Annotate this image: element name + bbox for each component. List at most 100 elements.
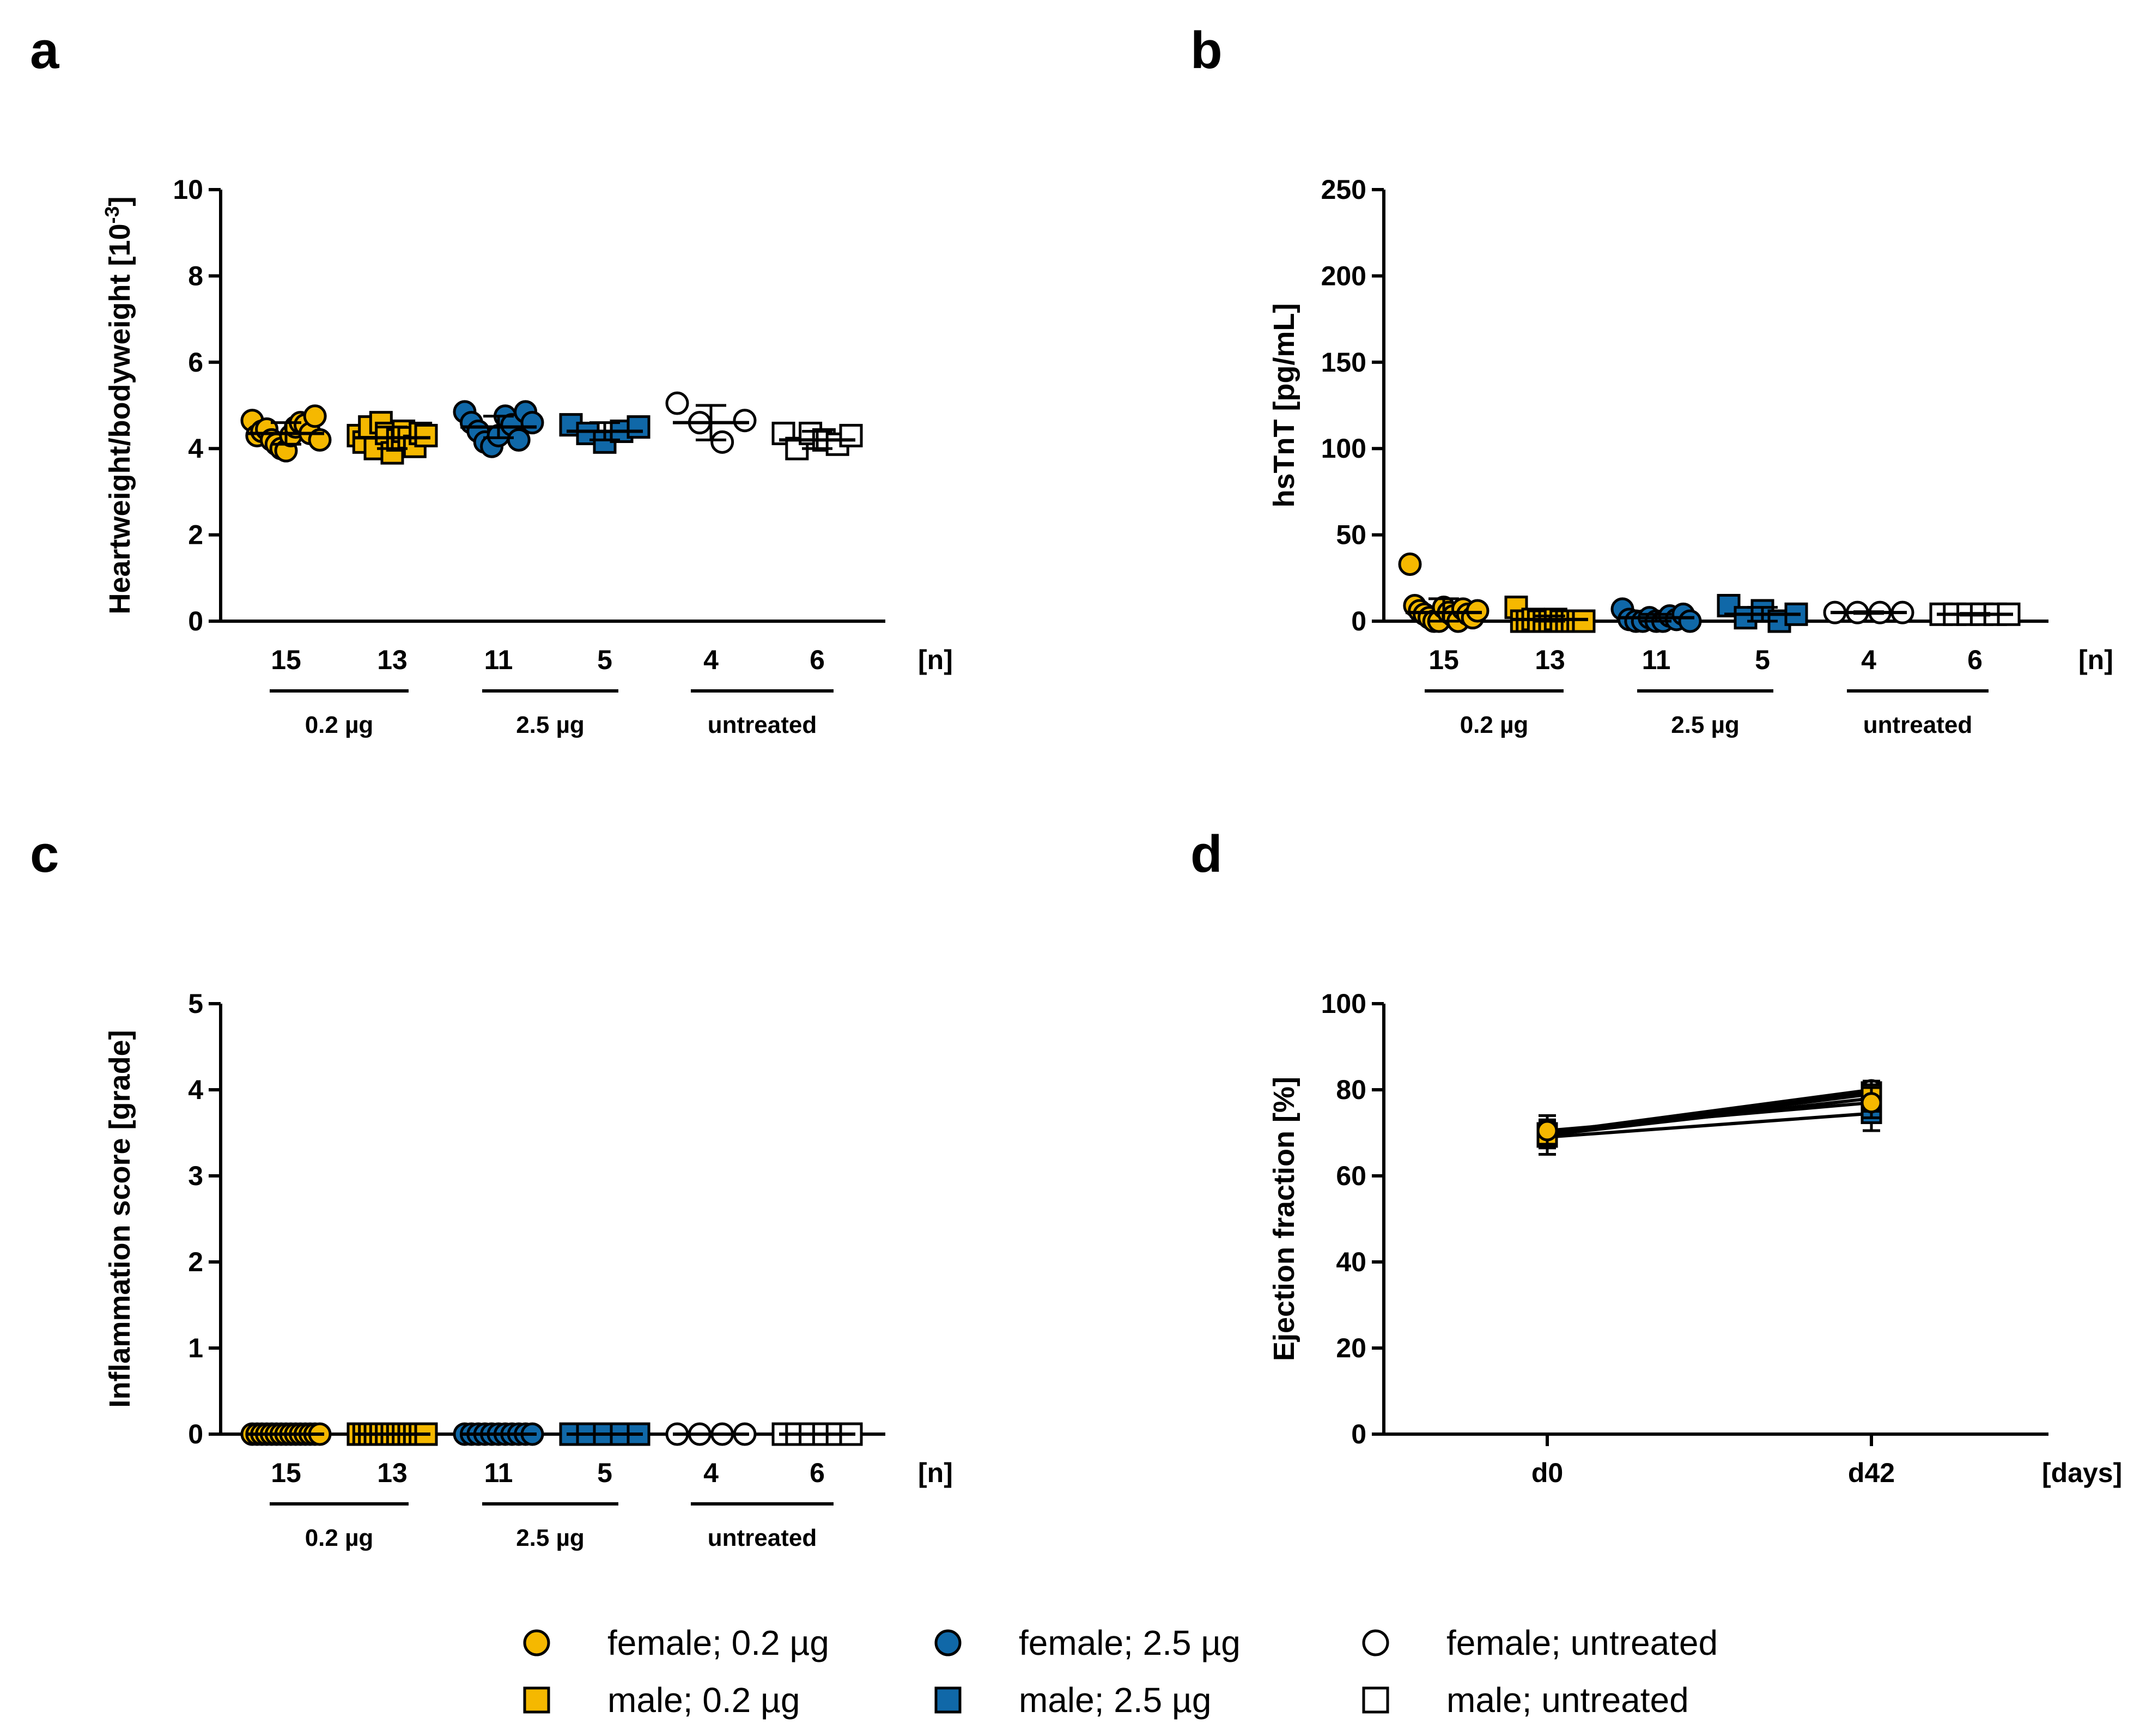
group-label-c: 2.5 µg	[516, 1525, 585, 1551]
y-tick-label-a: 8	[188, 260, 203, 291]
x-tick-label-c: 6	[810, 1458, 825, 1488]
x-tick-label-d: d42	[1848, 1458, 1895, 1488]
y-tick-label-b: 200	[1321, 260, 1366, 291]
series-d-0	[1536, 1086, 1882, 1148]
series-c-2	[453, 1422, 544, 1446]
group-label-c: untreated	[708, 1525, 817, 1551]
x-tick-label-c: 15	[271, 1458, 301, 1488]
y-tick-label-a: 6	[188, 347, 203, 378]
group-label-a: untreated	[708, 712, 817, 738]
legend-item-4: female; untreated	[1362, 1623, 1718, 1662]
x-tick-label-a: 5	[597, 645, 612, 675]
data-point-a-1	[414, 423, 438, 447]
legend-label-5: male; untreated	[1446, 1680, 1689, 1720]
y-axis-title-end-a: ]	[104, 196, 136, 206]
data-point-b-2	[1678, 609, 1702, 633]
x-tick-label-c: 4	[703, 1458, 719, 1488]
legend-item-2: female; 2.5 µg	[934, 1623, 1241, 1662]
chart-a: 0 2 4 6 8 10 Heartweight/bodyweight [10-3] 15 13…	[101, 174, 953, 738]
y-tick-label-d: 60	[1336, 1161, 1366, 1191]
y-tick-label-b: 100	[1321, 433, 1366, 464]
legend-item-0: female; 0.2 µg	[523, 1623, 829, 1662]
panel-letter-b: b	[1190, 21, 1223, 80]
x-tick-label-b: 6	[1967, 645, 1983, 675]
data-point-a-5	[839, 423, 863, 447]
data-point-d-0	[1536, 1120, 1558, 1142]
x-tick-label-b: 5	[1755, 645, 1770, 675]
legend-marker-5	[1362, 1686, 1389, 1714]
data-point-a-2	[507, 428, 531, 452]
group-label-a: 2.5 µg	[516, 712, 585, 738]
group-label-b: 2.5 µg	[1671, 712, 1740, 738]
x-tick-label-b: 13	[1535, 645, 1565, 675]
series-line-d-5	[1547, 1090, 1872, 1134]
y-tick-label-c: 1	[188, 1333, 203, 1363]
y-tick-label-b: 250	[1321, 174, 1366, 205]
series-a-1	[346, 411, 438, 465]
y-tick-label-c: 2	[188, 1247, 203, 1277]
y-tick-label-d: 40	[1336, 1247, 1366, 1277]
legend-label-1: male; 0.2 µg	[607, 1680, 800, 1720]
data-point-a-4	[733, 409, 757, 433]
legend-marker-4	[1362, 1629, 1389, 1656]
chart-b: 0 50 100 150 200 250 hsTnT [pg/mL] 15 13 11 5 4 6 [n]…	[1268, 174, 2113, 738]
chart-d: 0 20 40 60 80 100 Ejection fraction [%] d0 d42 [d…	[1268, 988, 2122, 1488]
y-tick-label-d: 80	[1336, 1075, 1366, 1105]
x-tick-label-a: 4	[703, 645, 719, 675]
group-label-a: 0.2 µg	[305, 712, 374, 738]
series-b-5	[1929, 602, 2021, 626]
series-line-d-3	[1547, 1112, 1872, 1139]
series-b-1	[1504, 596, 1596, 633]
series-c-1	[346, 1422, 438, 1446]
x-tick-label-b: 4	[1861, 645, 1876, 675]
x-tick-label-c: 11	[484, 1458, 513, 1488]
data-point-a-0	[303, 404, 327, 428]
data-point-b-0	[1398, 552, 1422, 576]
data-point-a-2	[520, 411, 544, 435]
data-point-b-0	[1466, 599, 1490, 623]
series-a-4	[665, 391, 757, 454]
x-tick-label-a: 13	[377, 645, 408, 675]
y-tick-label-c: 5	[188, 988, 203, 1019]
legend-marker-0	[523, 1629, 550, 1656]
x-tick-label-c: 5	[597, 1458, 612, 1488]
series-b-4	[1823, 600, 1914, 624]
y-tick-label-c: 4	[188, 1075, 203, 1105]
legend-item-3: male; 2.5 µg	[934, 1680, 1212, 1720]
panel-letter-a: a	[30, 21, 59, 80]
y-tick-label-d: 100	[1321, 988, 1366, 1019]
series-b-0	[1398, 552, 1490, 633]
y-tick-label-b: 50	[1336, 520, 1366, 550]
x-tick-label-c: 13	[377, 1458, 408, 1488]
y-tick-label-a: 4	[188, 433, 203, 464]
data-point-b-1	[1572, 609, 1596, 633]
y-tick-label-b: 0	[1351, 606, 1366, 636]
y-axis-title-b: hsTnT [pg/mL]	[1268, 304, 1300, 508]
series-c-0	[240, 1422, 332, 1446]
series-a-2	[453, 400, 544, 458]
panel-letter-d: d	[1190, 825, 1223, 883]
x-tick-label-a: 6	[810, 645, 825, 675]
legend-label-0: female; 0.2 µg	[607, 1623, 829, 1662]
series-line-d-2	[1547, 1096, 1872, 1137]
legend-item-5: male; untreated	[1362, 1680, 1689, 1720]
x-unit-label-b: [n]	[2078, 645, 2113, 675]
group-label-b: untreated	[1863, 712, 1972, 738]
y-axis-title-a: Heartweight/bodyweight [10-3]	[101, 196, 137, 614]
series-c-5	[771, 1422, 863, 1446]
y-tick-label-a: 10	[173, 174, 203, 205]
y-axis-title-c: Inflammation score [grade]	[104, 1030, 136, 1407]
chart-c: 0 1 2 3 4 5 Inflammation score [grade] 15 13 11 5 4…	[104, 988, 953, 1551]
y-tick-label-c: 0	[188, 1419, 203, 1449]
series-a-5	[771, 421, 863, 460]
legend-marker-3	[934, 1686, 962, 1714]
y-axis-title-d: Ejection fraction [%]	[1268, 1077, 1300, 1361]
series-a-0	[240, 404, 332, 463]
x-unit-label-a: [n]	[918, 645, 953, 675]
series-b-2	[1610, 597, 1702, 633]
group-label-c: 0.2 µg	[305, 1525, 374, 1551]
data-point-d-0	[1861, 1092, 1882, 1114]
group-label-b: 0.2 µg	[1460, 712, 1529, 738]
x-tick-label-d: d0	[1531, 1458, 1563, 1488]
series-c-4	[665, 1422, 757, 1446]
